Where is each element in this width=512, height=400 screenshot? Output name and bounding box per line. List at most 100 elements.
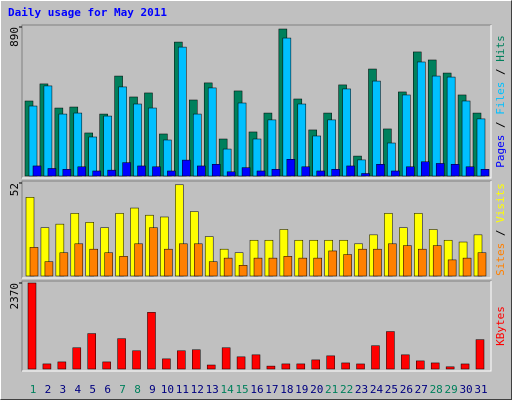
x-tick-label: 3 [60,383,67,396]
bar [253,257,263,277]
bar [312,135,321,177]
bar [342,88,351,177]
bar [88,136,97,177]
bar [62,169,72,177]
bar [223,257,233,277]
bar [177,350,186,370]
bar [372,80,381,177]
bar [182,159,191,177]
bar [72,347,82,370]
legend-entry: Hits [494,35,507,62]
bar [388,243,397,277]
panel-edge [22,25,492,179]
bar [465,166,475,177]
bar [450,164,460,177]
x-tick-label: 6 [104,383,111,396]
bar [178,46,187,177]
bar [238,265,248,277]
bar [92,170,101,177]
bar [282,37,292,177]
x-tick-label: 15 [235,383,248,396]
bar [164,248,173,277]
bar [267,119,277,177]
bar [298,257,308,277]
bar [403,245,412,277]
panel-edge [22,281,492,372]
bar [103,115,112,177]
bar [480,169,490,177]
bar [152,166,161,177]
x-tick-label: 19 [295,383,308,396]
bar [208,261,218,277]
legend-entry: Files [494,82,507,115]
bar [462,257,472,277]
x-tick-label: 17 [265,383,278,396]
bar [89,248,98,277]
x-tick-label: 29 [445,383,458,396]
bar [256,170,266,177]
x-tick-label: 23 [355,383,368,396]
bar [47,168,57,177]
bar [147,312,156,370]
x-tick-label: 2 [45,383,52,396]
bar [346,165,355,177]
bar [44,261,54,277]
bar [197,165,206,177]
bar [343,254,352,277]
bar [386,331,395,370]
bar [446,76,456,177]
legend-entry: KBytes [494,306,507,346]
bar [221,347,231,370]
bar [445,366,455,370]
bar [102,361,111,370]
bar [43,85,53,177]
x-tick-label: 4 [74,383,81,396]
bar [406,166,415,177]
bar [27,282,37,370]
x-tick-label: 25 [385,383,398,396]
x-tick-label: 16 [250,383,263,396]
bar [236,356,246,370]
bar [477,252,487,277]
legend-separator: / [494,223,507,243]
bar [28,105,38,177]
bar [192,349,201,370]
bar [461,100,471,177]
x-tick-label: 1 [30,383,37,396]
bar [117,338,126,370]
legend: Pages / Files / Hits [494,35,507,168]
bar [402,94,411,177]
bar [59,252,69,277]
legend: Sites / Visits [494,183,507,276]
bar [241,167,251,177]
bar [371,345,380,370]
bar [29,247,39,277]
bar [435,163,445,177]
bar [211,164,221,177]
bar [206,364,216,370]
bar [149,227,158,277]
legend-entry: Sites [494,243,507,276]
y-tick-label: 52 [8,183,21,196]
x-tick-label: 30 [459,383,472,396]
chart-title: Daily usage for May 2011 [8,6,167,19]
x-tick-label: 27 [415,383,428,396]
legend-separator: / [494,62,507,82]
bar [77,166,87,177]
x-tick-label: 18 [280,383,293,396]
bar [361,173,370,177]
bar [74,243,84,277]
bar [281,363,291,370]
x-tick-label: 21 [325,383,338,396]
panel-edge [22,181,492,279]
bar [286,159,296,177]
bar [331,169,340,177]
bar [179,243,188,277]
bar [194,243,203,277]
bar [237,102,247,177]
bar [133,103,142,177]
legend-entry: Pages [494,135,507,168]
bar [391,170,400,177]
